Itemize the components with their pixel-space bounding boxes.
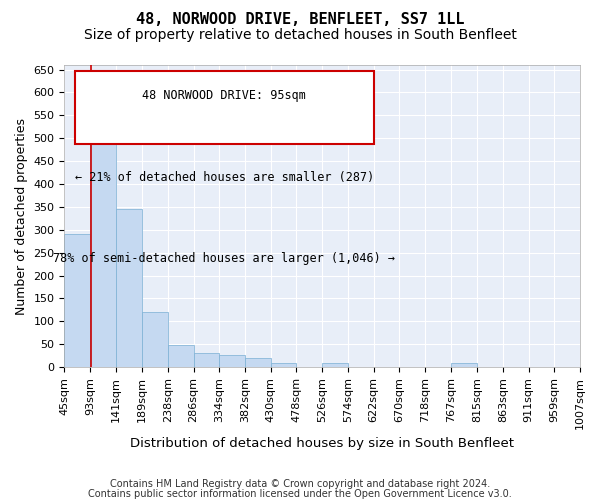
Text: 48, NORWOOD DRIVE, BENFLEET, SS7 1LL: 48, NORWOOD DRIVE, BENFLEET, SS7 1LL [136,12,464,28]
Bar [271,364,296,367]
Bar [116,209,142,367]
Bar [322,364,348,367]
Y-axis label: Number of detached properties: Number of detached properties [15,118,28,314]
Text: Contains HM Land Registry data © Crown copyright and database right 2024.: Contains HM Land Registry data © Crown c… [110,479,490,489]
Text: ← 21% of detached houses are smaller (287): ← 21% of detached houses are smaller (28… [74,170,374,183]
X-axis label: Distribution of detached houses by size in South Benfleet: Distribution of detached houses by size … [130,437,514,450]
Text: Size of property relative to detached houses in South Benfleet: Size of property relative to detached ho… [83,28,517,42]
Bar [142,312,168,367]
Bar [245,358,271,367]
Bar [451,364,477,367]
FancyBboxPatch shape [75,71,374,144]
Bar [194,354,219,367]
Bar [64,234,90,367]
Bar [90,124,116,367]
Bar [219,354,245,367]
Text: Contains public sector information licensed under the Open Government Licence v3: Contains public sector information licen… [88,489,512,499]
Text: 48 NORWOOD DRIVE: 95sqm: 48 NORWOOD DRIVE: 95sqm [142,89,306,102]
Bar [168,345,194,367]
Text: 78% of semi-detached houses are larger (1,046) →: 78% of semi-detached houses are larger (… [53,252,395,266]
